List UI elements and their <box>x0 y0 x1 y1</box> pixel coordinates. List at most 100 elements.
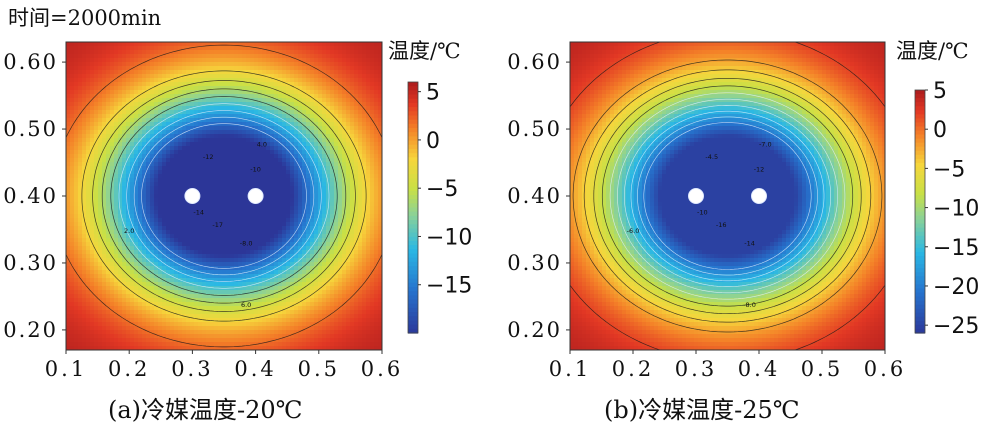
heatmap-cell <box>234 42 239 47</box>
heatmap-cell <box>330 194 335 199</box>
heatmap-cell <box>118 190 123 195</box>
heatmap-cell <box>294 226 299 231</box>
heatmap-cell <box>342 146 347 151</box>
heatmap-cell <box>318 166 323 171</box>
heatmap-cell <box>274 186 279 191</box>
heatmap-cell <box>154 42 159 47</box>
heatmap-cell <box>202 50 207 55</box>
heatmap-cell <box>226 66 231 71</box>
heatmap-cell <box>318 278 323 283</box>
heatmap-cell <box>230 142 235 147</box>
heatmap-cell <box>214 54 219 59</box>
heatmap-cell <box>138 130 143 135</box>
heatmap-cell <box>162 226 167 231</box>
heatmap-cell <box>318 90 323 95</box>
heatmap-cell <box>242 206 247 211</box>
heatmap-cell <box>102 238 107 243</box>
heatmap-cell <box>318 54 323 59</box>
heatmap-cell <box>250 42 255 47</box>
heatmap-cell <box>66 118 71 123</box>
heatmap-cell <box>354 246 359 251</box>
heatmap-cell <box>222 290 227 295</box>
heatmap-cell <box>250 166 255 171</box>
heatmap-cell <box>110 242 115 247</box>
heatmap-cell <box>362 54 367 59</box>
heatmap-cell <box>242 186 247 191</box>
heatmap-cell <box>266 214 271 219</box>
heatmap-cell <box>366 258 371 263</box>
heatmap-cell <box>70 218 75 223</box>
heatmap-cell <box>270 122 275 127</box>
heatmap-cell <box>258 66 263 71</box>
heatmap-cell <box>102 270 107 275</box>
heatmap-cell <box>194 182 199 187</box>
heatmap-cell <box>198 182 203 187</box>
heatmap-cell <box>158 42 163 47</box>
heatmap-cell <box>106 42 111 47</box>
heatmap-cell <box>270 42 275 47</box>
heatmap-cell <box>178 238 183 243</box>
heatmap-cell <box>194 166 199 171</box>
heatmap-cell <box>206 202 211 207</box>
heatmap-cell <box>138 126 143 131</box>
heatmap-cell <box>342 166 347 171</box>
heatmap-cell <box>230 126 235 131</box>
heatmap-cell <box>370 226 375 231</box>
heatmap-cell <box>134 270 139 275</box>
heatmap-cell <box>94 218 99 223</box>
heatmap-cell <box>294 258 299 263</box>
heatmap-cell <box>354 78 359 83</box>
heatmap-cell <box>238 102 243 107</box>
heatmap-cell <box>266 74 271 79</box>
heatmap-cell <box>246 106 251 111</box>
heatmap-cell <box>154 82 159 87</box>
heatmap-cell <box>222 222 227 227</box>
heatmap-cell <box>270 62 275 67</box>
heatmap-cell <box>206 162 211 167</box>
heatmap-cell <box>74 130 79 135</box>
heatmap-cell <box>282 186 287 191</box>
heatmap-cell <box>118 270 123 275</box>
heatmap-cell <box>230 58 235 63</box>
heatmap-cell <box>230 46 235 51</box>
heatmap-cell <box>306 198 311 203</box>
heatmap-cell <box>206 170 211 175</box>
heatmap-cell <box>154 166 159 171</box>
heatmap-cell <box>102 262 107 267</box>
heatmap-cell <box>214 134 219 139</box>
heatmap-cell <box>350 54 355 59</box>
heatmap-cell <box>290 186 295 191</box>
heatmap-cell <box>306 74 311 79</box>
heatmap-cell <box>138 198 143 203</box>
heatmap-cell <box>190 238 195 243</box>
heatmap-cell <box>370 198 375 203</box>
heatmap-cell <box>174 138 179 143</box>
heatmap-cell <box>318 106 323 111</box>
heatmap-cell <box>82 150 87 155</box>
heatmap-cell <box>294 122 299 127</box>
heatmap-cell <box>102 178 107 183</box>
heatmap-cell <box>166 178 171 183</box>
heatmap-cell <box>258 282 263 287</box>
heatmap-cell <box>110 226 115 231</box>
heatmap-cell <box>270 126 275 131</box>
heatmap-cell <box>310 90 315 95</box>
heatmap-cell <box>354 250 359 255</box>
heatmap-cell <box>118 262 123 267</box>
heatmap-cell <box>246 138 251 143</box>
heatmap-cell <box>170 278 175 283</box>
heatmap-cell <box>306 134 311 139</box>
heatmap-cell <box>250 226 255 231</box>
heatmap-cell <box>354 146 359 151</box>
heatmap-cell <box>154 206 159 211</box>
heatmap-cell <box>114 58 119 63</box>
heatmap-cell <box>218 198 223 203</box>
heatmap-cell <box>358 178 363 183</box>
heatmap-cell <box>274 170 279 175</box>
heatmap-cell <box>218 238 223 243</box>
heatmap-cell <box>142 150 147 155</box>
heatmap-cell <box>314 118 319 123</box>
heatmap-cell <box>102 210 107 215</box>
heatmap-cell <box>346 182 351 187</box>
heatmap-cell <box>198 134 203 139</box>
